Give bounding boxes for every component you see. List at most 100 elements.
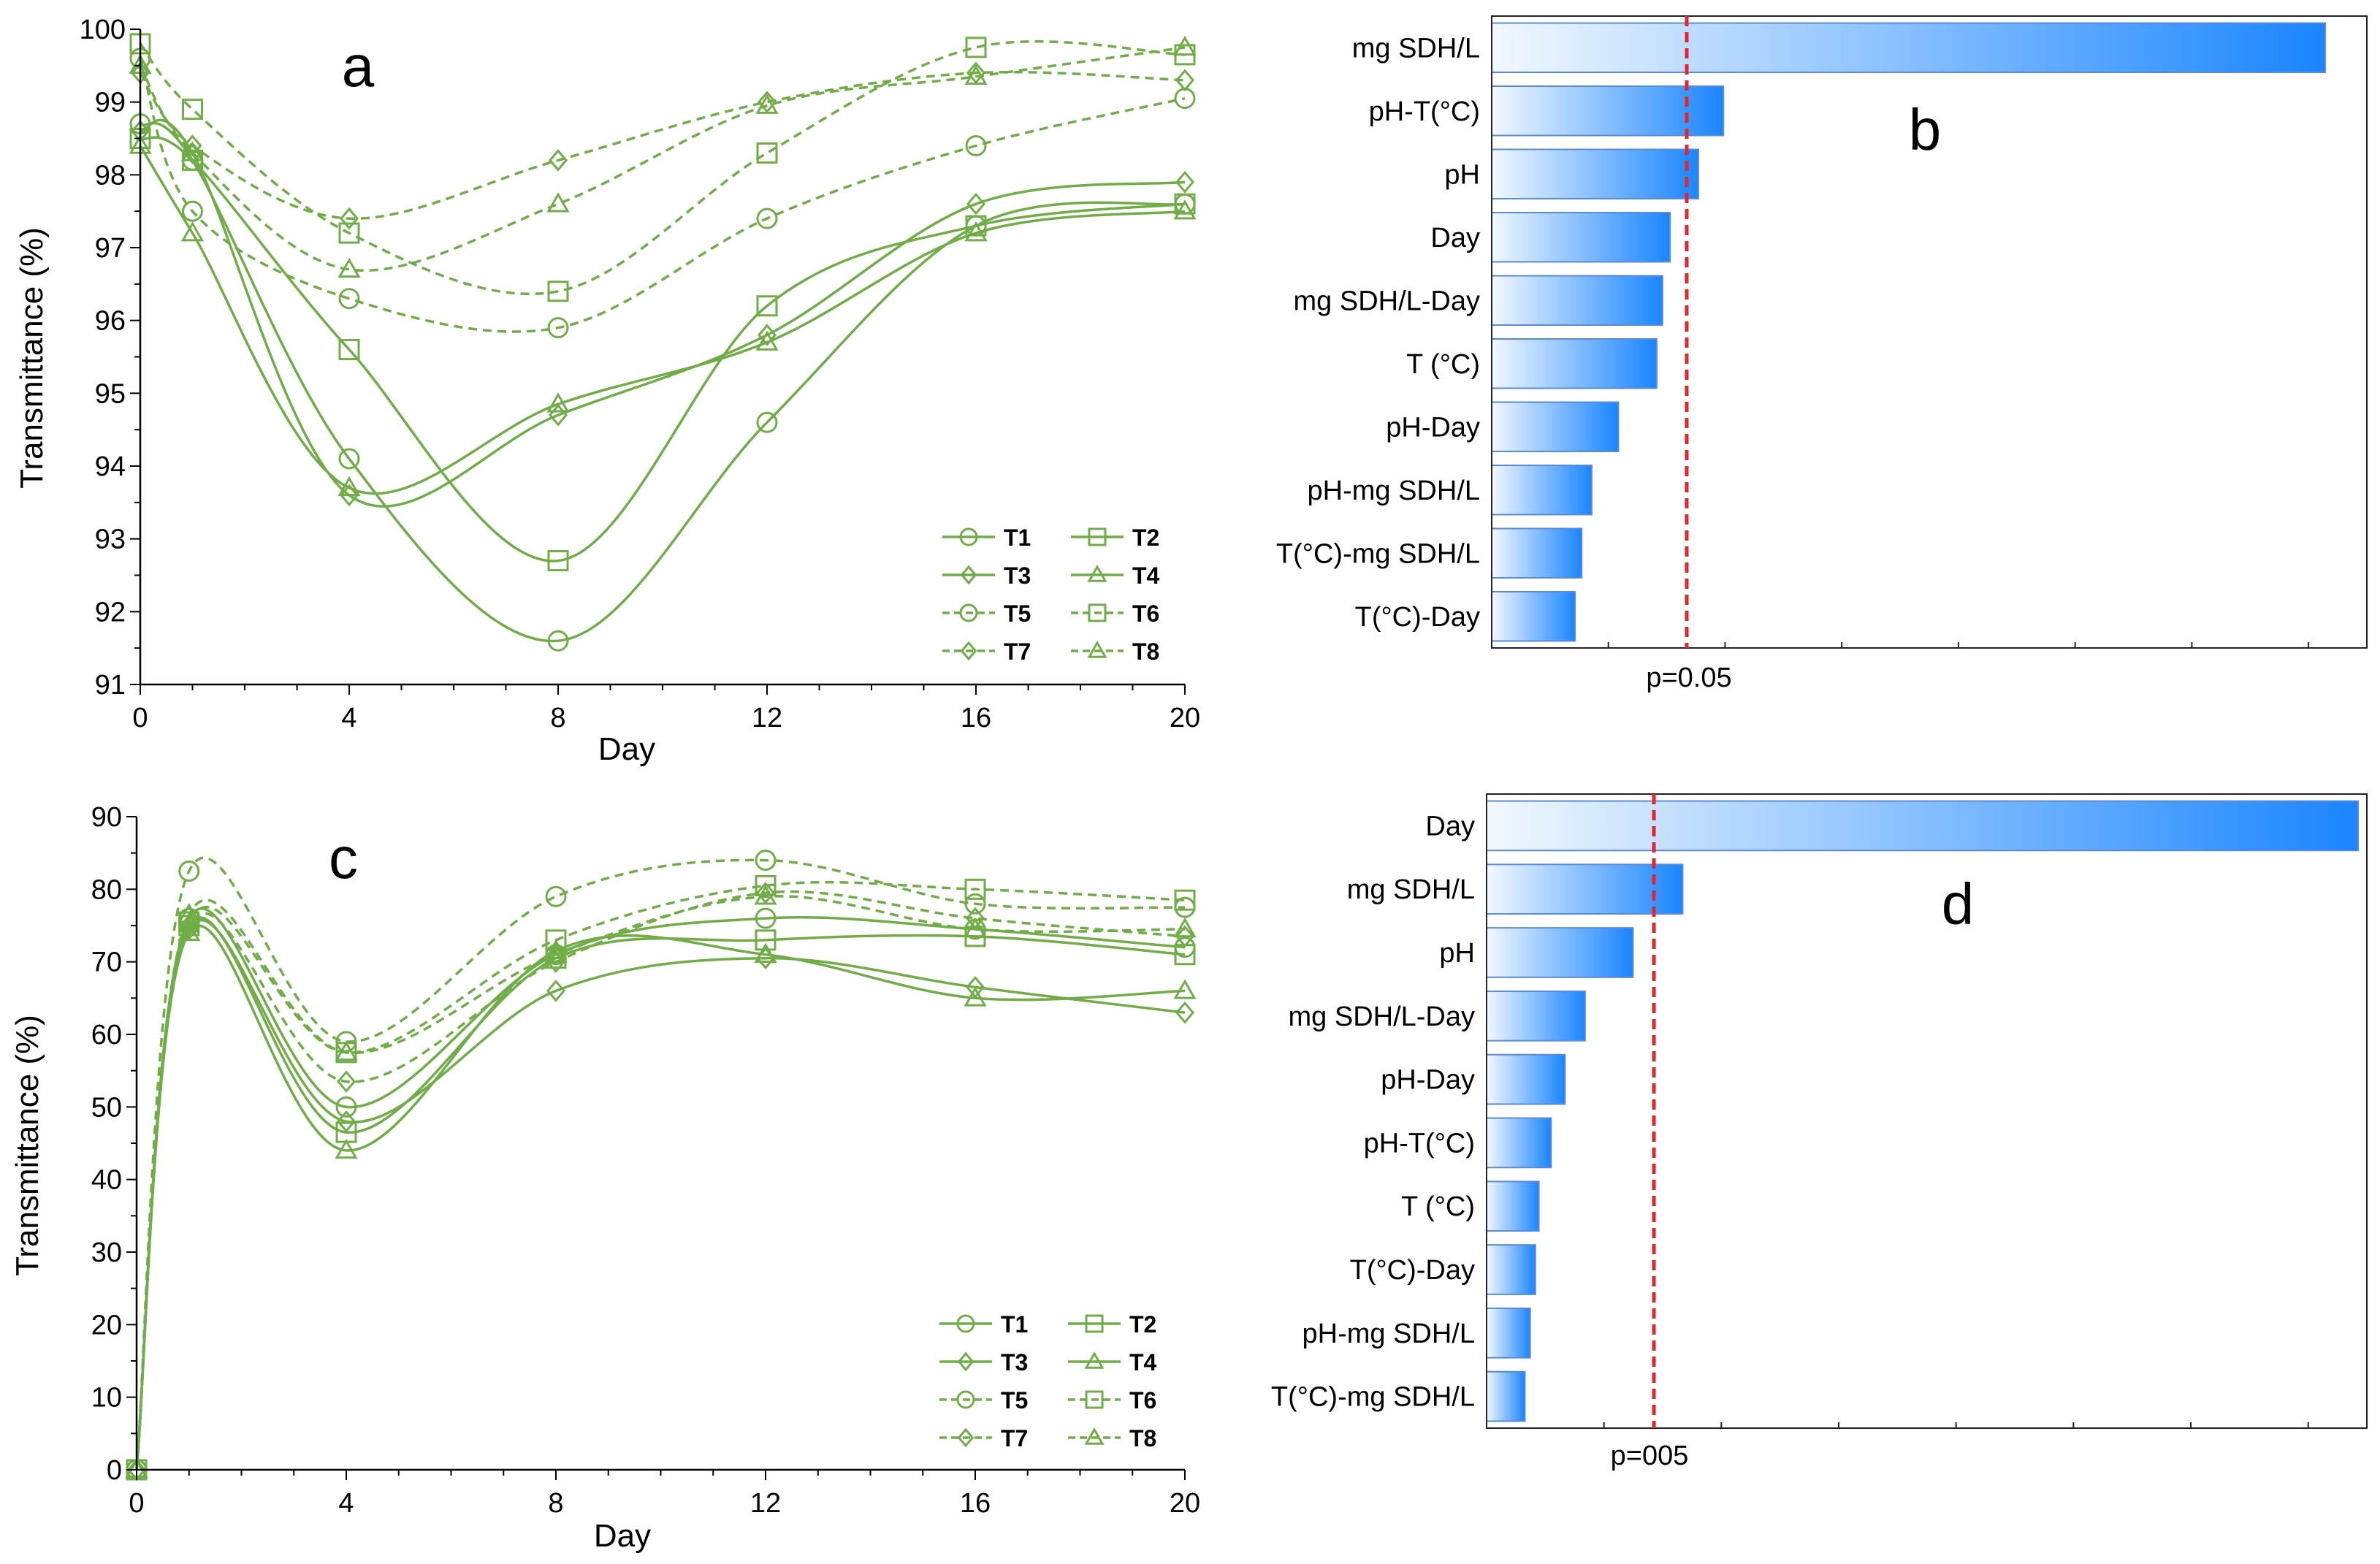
panel-b-bar-1	[1491, 85, 1725, 137]
panel-b-bar-label-5: T (°C)	[1406, 349, 1480, 380]
panel-d-bar-label-3: mg SDH/L-Day	[1289, 1002, 1476, 1032]
panel-b-bar-6	[1491, 401, 1620, 452]
panel-d-bar-label-0: Day	[1425, 811, 1475, 842]
panel-a-point-t8-1	[180, 141, 205, 161]
panel-b-axes	[1491, 15, 2368, 649]
panel-c-legend-marker-t1	[956, 1314, 975, 1333]
panel-d-bar-label-8: pH-mg SDH/L	[1302, 1319, 1476, 1349]
panel-c-legend-label-t6: T6	[1129, 1387, 1156, 1414]
panel-a-line-t8	[139, 46, 1186, 272]
panel-a-letter: a	[342, 34, 375, 99]
panel-a-point-t3-2	[339, 484, 359, 507]
panel-d-bar-label-4: pH-Day	[1381, 1065, 1475, 1096]
panel-c-point-t6-6	[1174, 889, 1196, 911]
panel-c-legend-marker-t8	[1084, 1427, 1105, 1445]
panel-c-point-t5-4	[755, 850, 777, 871]
panel-a-point-t4-2	[337, 476, 361, 497]
panel-a-legend-marker-t2	[1088, 527, 1107, 546]
panel-c-x-tick-label: 12	[750, 1488, 781, 1519]
panel-a-point-t6-1	[182, 99, 203, 121]
panel-c-legend-label-t3: T3	[1001, 1349, 1028, 1376]
panel-c-legend-marker-t4	[1084, 1351, 1105, 1369]
panel-a-point-t2-5	[965, 215, 987, 237]
panel-a-point-t2-4	[756, 295, 778, 317]
panel-c-point-t4-6	[1173, 979, 1197, 999]
panel-a-point-t8-5	[964, 64, 988, 85]
panel-a-point-t2-2	[338, 339, 360, 361]
panel-c-point-t5-2	[335, 1031, 357, 1053]
panel-a-y-tick-label: 91	[95, 670, 126, 701]
panel-c-point-t4-2	[335, 1138, 358, 1159]
panel-a-point-t5-5	[965, 134, 987, 156]
panel-c-point-t1-2	[335, 1096, 357, 1118]
panel-c-legend-label-t5: T5	[1001, 1387, 1028, 1414]
panel-a-legend-label-t1: T1	[1004, 524, 1031, 551]
panel-a-legend-marker-t4	[1087, 564, 1107, 582]
panel-a-legend-label-t5: T5	[1004, 600, 1031, 627]
panel-c-y-tick-label: 50	[91, 1092, 122, 1123]
panel-d-bars: Day mg SDH/L pH mg SDH/L-Day pH-Day pH-T(°C) T…	[1271, 800, 2360, 1422]
panel-a-point-t3-5	[966, 192, 986, 215]
panel-c-x-tick-label: 4	[338, 1488, 354, 1519]
panel-c-x-axis-title: Day	[594, 1518, 651, 1554]
panel-c-point-t8-2	[335, 1040, 358, 1061]
panel-b-bar-label-7: pH-mg SDH/L	[1308, 476, 1481, 506]
panel-c-point-t3-5	[965, 976, 985, 999]
panel-a-y-tick-label: 100	[80, 15, 126, 45]
panel-c-point-t6-3	[545, 929, 567, 951]
panel-a-point-t6-3	[547, 281, 569, 302]
panel-d-bar-chart: Day mg SDH/L pH mg SDH/L-Day pH-Day pH-T(°C) T…	[1271, 793, 2368, 1471]
panel-c-point-t5-3	[545, 885, 567, 907]
panel-d-bar-7	[1486, 1244, 1536, 1295]
panel-c-point-t5-1	[178, 861, 200, 882]
panel-a-x-tick-label: 4	[341, 703, 356, 733]
panel-c-legend-marker-t7	[957, 1427, 974, 1448]
panel-c-x-tick-label: 0	[129, 1488, 144, 1519]
panel-a-legend-label-t4: T4	[1132, 562, 1160, 589]
panel-c-legend-marker-t2	[1085, 1314, 1104, 1333]
panel-b-bar-label-2: pH	[1444, 159, 1480, 190]
panel-a-point-t3-6	[1175, 170, 1195, 194]
panel-b-bar-9	[1491, 591, 1576, 642]
panel-a-legend-label-t2: T2	[1132, 524, 1159, 551]
panel-c-point-t8-5	[964, 917, 987, 938]
panel-a-legend-marker-t1	[959, 527, 978, 546]
panel-c-point-t8-6	[1173, 917, 1197, 938]
panel-c-point-t7-2	[336, 1070, 356, 1093]
panel-a-y-tick-label: 95	[95, 378, 126, 409]
panel-b-bar-5	[1491, 338, 1658, 389]
panel-a-y-tick-label: 99	[95, 88, 126, 118]
panel-a-x-tick-label: 12	[752, 703, 782, 733]
panel-a-series-markers	[129, 33, 1197, 652]
panel-d-bar-5	[1486, 1117, 1552, 1169]
panel-c-legend-label-t8: T8	[1129, 1425, 1156, 1452]
panel-c-point-t6-5	[964, 878, 986, 900]
panel-d-bar-label-1: mg SDH/L	[1347, 874, 1475, 905]
panel-a-point-t3-4	[757, 324, 777, 346]
panel-a-point-t2-3	[547, 550, 569, 572]
panel-c-y-tick-label: 10	[91, 1383, 122, 1414]
panel-b-bar-label-6: pH-Day	[1386, 412, 1480, 443]
panel-a-point-t6-2	[338, 222, 360, 244]
panel-c-y-tick-label: 80	[91, 874, 122, 905]
panel-c-legend-marker-t5	[956, 1390, 975, 1409]
panel-a-point-t7-1	[183, 134, 202, 157]
panel-c-point-t8-1	[178, 903, 201, 923]
panel-a-x-axis-title: Day	[598, 731, 655, 767]
panel-c-axes: 0 4 8 12 16 20 0 10 20 30 40 50 60 70 80 90	[91, 802, 1200, 1519]
panel-a-line-t3	[140, 118, 1186, 508]
panel-b-frame	[1491, 15, 2368, 649]
panel-c-y-axis-title: Transmittance (%)	[9, 1015, 45, 1276]
panel-c-line-t7	[135, 890, 1186, 1470]
panel-a-y-tick-label: 93	[95, 524, 126, 555]
panel-c-series-lines	[135, 856, 1186, 1470]
panel-a-point-t4-5	[964, 221, 988, 242]
panel-a-legend-marker-t3	[960, 565, 977, 585]
panel-a-point-t7-3	[548, 149, 568, 172]
panel-a-y-tick-label: 97	[95, 233, 126, 264]
panel-c-legend-label-t1: T1	[1001, 1311, 1028, 1338]
panel-c-x-tick-label: 20	[1170, 1488, 1200, 1519]
panel-a-point-t8-3	[546, 192, 570, 213]
panel-b-bar-0	[1491, 22, 2326, 73]
panel-a-x-tick-label: 8	[550, 703, 565, 733]
